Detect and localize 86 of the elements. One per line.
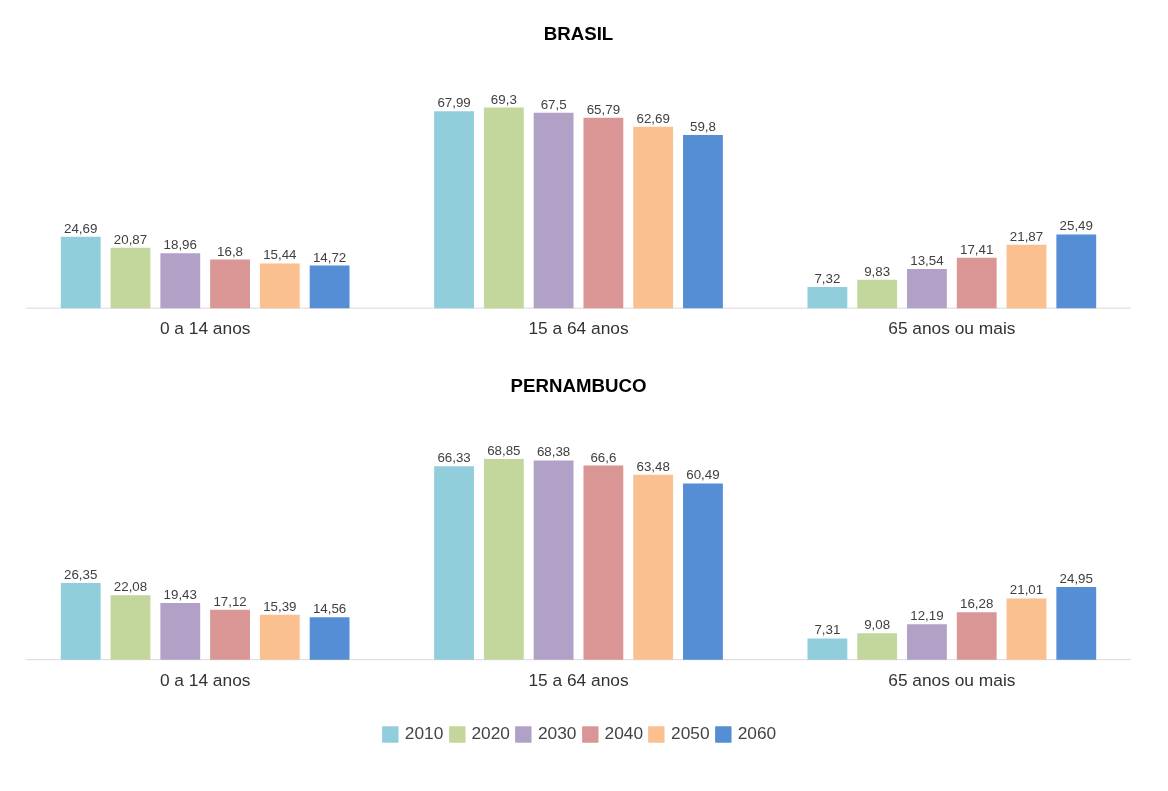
bar xyxy=(683,483,723,660)
data-label: 7,31 xyxy=(814,622,841,638)
bar xyxy=(956,612,997,660)
bar xyxy=(583,465,624,660)
bar xyxy=(309,265,350,309)
x-tick-label: 65 anos ou mais xyxy=(888,318,1016,339)
bar xyxy=(633,474,674,660)
data-label: 68,85 xyxy=(487,443,521,459)
bar xyxy=(483,107,524,309)
data-label: 16,8 xyxy=(217,243,244,259)
data-label: 12,19 xyxy=(910,608,944,624)
data-label: 24,95 xyxy=(1059,570,1093,586)
bar xyxy=(60,236,101,309)
data-label: 24,69 xyxy=(64,220,98,236)
x-tick-label: 15 a 64 anos xyxy=(528,669,629,690)
chart-title: PERNAMBUCO xyxy=(510,374,647,396)
legend-label: 2010 xyxy=(404,723,444,744)
legend-label: 2060 xyxy=(737,723,777,744)
bar xyxy=(533,112,574,309)
bar xyxy=(857,279,898,309)
data-label: 16,28 xyxy=(960,596,994,612)
data-label: 59,8 xyxy=(689,119,716,135)
data-label: 21,01 xyxy=(1009,582,1044,598)
bar xyxy=(60,582,101,660)
data-label: 14,72 xyxy=(312,249,347,265)
legend-label: 2050 xyxy=(671,723,710,744)
data-label: 15,39 xyxy=(263,598,297,614)
data-label: 66,33 xyxy=(437,450,471,466)
bar xyxy=(210,259,250,309)
bar xyxy=(1006,598,1047,660)
data-label: 7,32 xyxy=(814,271,841,286)
data-label: 17,41 xyxy=(960,241,994,257)
data-label: 66,6 xyxy=(590,449,617,465)
x-tick-label: 0 a 14 anos xyxy=(159,318,251,339)
legend-label: 2040 xyxy=(604,723,644,744)
data-label: 14,56 xyxy=(312,601,347,617)
bar xyxy=(110,247,151,309)
bar xyxy=(1006,244,1047,309)
data-label: 18,96 xyxy=(163,237,197,253)
data-label: 69,3 xyxy=(490,91,517,107)
bar xyxy=(533,460,574,660)
data-label: 13,54 xyxy=(910,252,945,268)
bar xyxy=(434,111,474,309)
data-label: 22,08 xyxy=(113,579,148,595)
data-label: 15,44 xyxy=(263,247,298,263)
data-label: 9,83 xyxy=(864,263,891,279)
x-tick-label: 0 a 14 anos xyxy=(159,669,251,690)
data-label: 67,5 xyxy=(540,96,567,112)
bar xyxy=(434,466,474,660)
bar xyxy=(907,268,947,309)
bar xyxy=(309,617,350,660)
legend-label: 2020 xyxy=(471,723,510,744)
bar xyxy=(160,603,201,660)
chart-title: BRASIL xyxy=(543,23,614,45)
bar xyxy=(583,117,624,309)
bar xyxy=(956,257,997,309)
data-label: 19,43 xyxy=(163,587,197,603)
data-label: 21,87 xyxy=(1009,228,1044,244)
data-label: 63,48 xyxy=(636,458,670,474)
bar xyxy=(210,609,250,660)
bar xyxy=(110,595,151,660)
bar xyxy=(907,624,947,660)
bar xyxy=(807,638,848,660)
data-label: 67,99 xyxy=(437,95,471,111)
bar xyxy=(483,459,524,660)
data-label: 17,12 xyxy=(213,593,247,609)
bar xyxy=(259,263,300,309)
legend-label: 2030 xyxy=(537,723,577,744)
x-tick-label: 15 a 64 anos xyxy=(528,318,629,339)
data-label: 25,49 xyxy=(1059,218,1093,234)
bar xyxy=(1056,586,1097,660)
bar xyxy=(633,126,674,309)
x-tick-label: 65 anos ou mais xyxy=(888,669,1016,690)
bar xyxy=(857,633,898,660)
bar xyxy=(1056,234,1097,309)
data-label: 60,49 xyxy=(686,467,720,483)
data-label: 26,35 xyxy=(64,566,98,582)
bar xyxy=(807,287,848,309)
data-label: 62,69 xyxy=(636,110,670,126)
data-label: 65,79 xyxy=(586,101,621,117)
bar xyxy=(259,614,300,660)
bar xyxy=(683,135,723,309)
data-label: 9,08 xyxy=(864,617,891,633)
data-label: 68,38 xyxy=(536,444,571,460)
data-label: 20,87 xyxy=(113,231,148,247)
bar xyxy=(160,253,201,309)
